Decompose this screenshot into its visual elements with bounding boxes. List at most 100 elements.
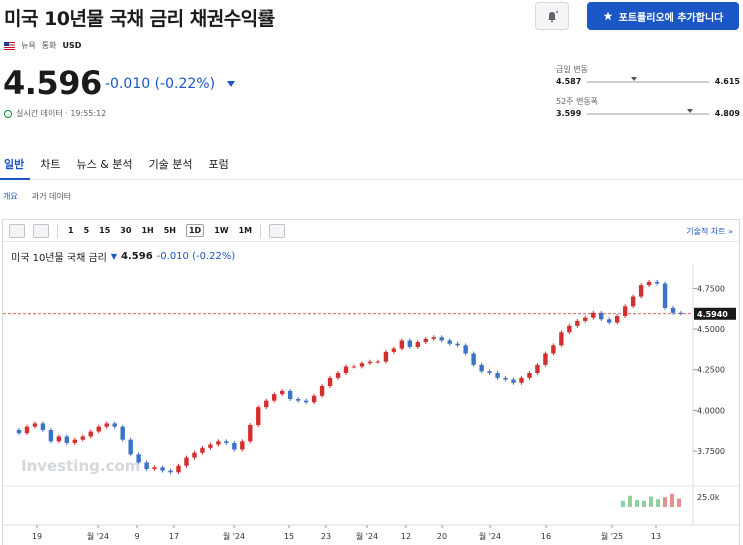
subtab-overview[interactable]: 개요: [3, 192, 18, 201]
price-alert-button[interactable]: [535, 2, 569, 30]
toolbar-divider: [57, 223, 58, 238]
week52-range-high: 4.809: [714, 109, 740, 118]
current-price-label: 4.5940: [697, 310, 728, 319]
instrument-meta: 뉴욕 통화 USD: [4, 40, 81, 51]
watermark: Investing.com: [21, 457, 140, 475]
star-icon: [603, 11, 613, 21]
interval-15[interactable]: 15: [99, 226, 111, 235]
candle-body: [168, 470, 173, 473]
interval-1d[interactable]: 1D: [185, 224, 205, 237]
week52-range: 52주 변동폭 3.599 4.809: [556, 96, 740, 118]
candle-body: [575, 320, 580, 326]
x-tick-label: 17: [169, 532, 179, 541]
interval-1w[interactable]: 1W: [214, 226, 229, 235]
week52-range-label: 52주 변동폭: [556, 97, 599, 106]
candle-body: [638, 285, 644, 297]
y-tick-label: 3.7500: [697, 447, 725, 456]
candle-body: [335, 373, 341, 378]
interval-1h[interactable]: 1H: [141, 226, 154, 235]
chart-widget: 1 5 15 30 1H 5H 1D 1W 1M 기술적 차트 » 미국 10년…: [2, 219, 740, 545]
candle-body: [248, 425, 253, 442]
x-tick-label: 23: [321, 532, 331, 541]
candle-body: [415, 342, 420, 347]
candle-body: [407, 340, 413, 347]
candle-body: [487, 371, 492, 373]
x-tick-label: 13: [651, 532, 661, 541]
candle-body: [192, 452, 197, 458]
volume-bar: [663, 497, 667, 507]
clock-icon: [4, 109, 12, 118]
candle-body: [327, 377, 333, 387]
interval-5[interactable]: 5: [83, 226, 90, 235]
calendar-icon[interactable]: [269, 223, 286, 238]
candle-body: [224, 441, 229, 443]
candle-body: [495, 373, 500, 378]
x-tick-label: 12: [401, 532, 411, 541]
candle-body: [567, 325, 572, 333]
candle-body: [391, 348, 397, 352]
candle-body: [176, 465, 181, 473]
volume-bar: [670, 493, 674, 507]
subtab-historical[interactable]: 과거 데이터: [31, 192, 72, 201]
candle-body: [96, 426, 101, 432]
candle-body: [559, 332, 564, 346]
interval-1[interactable]: 1: [68, 226, 74, 235]
candle-body: [48, 429, 54, 442]
candle-body: [622, 306, 628, 317]
candle-body: [455, 343, 460, 346]
candle-body: [630, 296, 636, 307]
candle-body: [471, 353, 476, 365]
volume-bar: [677, 498, 681, 507]
candle-body: [670, 307, 676, 313]
candle-body: [447, 340, 452, 344]
interval-30[interactable]: 30: [120, 226, 132, 235]
candle-body: [56, 436, 62, 442]
candlestick-chart[interactable]: 4.7500 4.5000 4.2500 4.0000 3.7500 4.5940 Inve…: [3, 264, 739, 545]
candle-body: [431, 337, 436, 339]
candle-body: [32, 423, 38, 427]
tab-forum[interactable]: 포럼: [208, 158, 229, 171]
tab-general[interactable]: 일반: [0, 150, 31, 180]
candle-body: [583, 317, 588, 321]
candle-body: [200, 447, 205, 453]
area-chart-icon[interactable]: [33, 223, 49, 238]
candle-body: [383, 351, 389, 362]
candle-body: [527, 373, 532, 378]
volume-bar: [635, 500, 639, 507]
candle-body: [136, 454, 141, 463]
interval-5h[interactable]: 5H: [163, 226, 176, 235]
interval-1m[interactable]: 1M: [238, 226, 253, 235]
current-price-tag: [694, 307, 736, 320]
candle-body: [144, 462, 149, 469]
day-range-low: 4.587: [556, 77, 582, 86]
add-to-portfolio-label: 포트폴리오에 추가합니다: [618, 12, 724, 24]
candle-body: [264, 400, 269, 408]
tab-news[interactable]: 뉴스 & 분석: [76, 158, 133, 171]
candle-body: [439, 337, 444, 341]
candle-body: [543, 353, 548, 365]
candle-body: [104, 423, 109, 427]
us-flag-icon: [4, 41, 15, 50]
candle-body: [272, 394, 277, 401]
chart-toolbar: 1 5 15 30 1H 5H 1D 1W 1M 기술적 차트 »: [3, 220, 739, 242]
candle-body: [662, 283, 668, 308]
currency-value: USD: [62, 41, 82, 50]
candlestick-icon[interactable]: [9, 223, 25, 238]
x-tick-label: 19: [32, 532, 42, 541]
week52-range-marker: [686, 108, 693, 113]
technical-chart-link[interactable]: 기술적 차트 »: [686, 227, 733, 236]
exchange-label: 뉴욕: [21, 41, 36, 50]
down-arrow-icon: [227, 81, 235, 87]
tab-technical[interactable]: 기술 분석: [148, 158, 193, 171]
x-tick-label: 월 '25: [601, 531, 623, 541]
add-to-portfolio-button[interactable]: 포트폴리오에 추가합니다: [587, 2, 739, 30]
info-icon[interactable]: i: [259, 9, 269, 19]
candle-body: [287, 390, 293, 400]
tab-chart[interactable]: 차트: [40, 158, 61, 171]
candle-body: [256, 407, 261, 426]
candle-body: [615, 316, 620, 323]
week52-range-low: 3.599: [556, 109, 582, 118]
x-tick-label: 15: [284, 532, 294, 541]
candle-body: [519, 377, 524, 383]
candle-body: [343, 366, 349, 373]
